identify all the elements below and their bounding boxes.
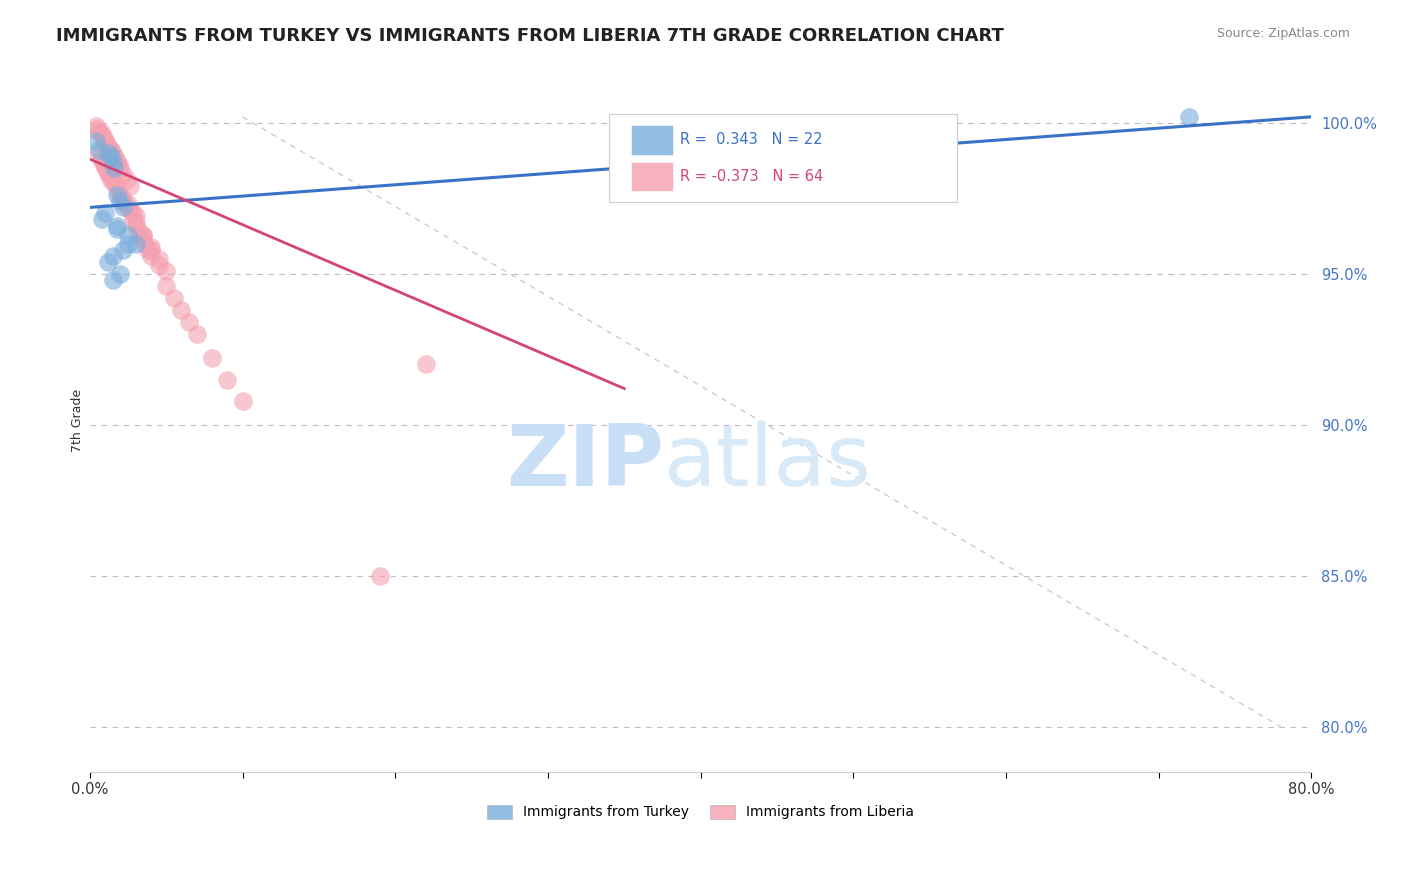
Point xyxy=(110,188,132,202)
Point xyxy=(110,194,132,209)
Point xyxy=(105,221,128,235)
Point xyxy=(121,206,143,220)
Point xyxy=(91,155,114,169)
FancyBboxPatch shape xyxy=(631,125,672,154)
Point xyxy=(179,315,201,329)
Point xyxy=(108,158,131,172)
Point xyxy=(86,122,108,136)
Point xyxy=(87,146,110,161)
Point xyxy=(139,240,162,254)
Point xyxy=(100,149,122,163)
Point xyxy=(148,258,170,272)
Point xyxy=(139,249,162,263)
Point xyxy=(97,167,120,181)
Point xyxy=(115,201,138,215)
Point xyxy=(105,188,128,202)
Point xyxy=(112,243,135,257)
Point xyxy=(232,393,254,408)
Y-axis label: 7th Grade: 7th Grade xyxy=(72,389,84,452)
Point xyxy=(101,273,124,287)
Point xyxy=(148,252,170,266)
Point xyxy=(94,206,117,220)
Point xyxy=(84,119,107,133)
Point xyxy=(97,146,120,161)
Point xyxy=(87,125,110,139)
Point xyxy=(97,164,120,178)
Legend: Immigrants from Turkey, Immigrants from Liberia: Immigrants from Turkey, Immigrants from … xyxy=(481,799,920,825)
Point xyxy=(90,125,112,139)
Text: IMMIGRANTS FROM TURKEY VS IMMIGRANTS FROM LIBERIA 7TH GRADE CORRELATION CHART: IMMIGRANTS FROM TURKEY VS IMMIGRANTS FRO… xyxy=(56,27,1004,45)
Point xyxy=(112,191,135,205)
Point xyxy=(163,291,186,305)
Point xyxy=(110,267,132,281)
Point xyxy=(186,327,208,342)
Point xyxy=(101,249,124,263)
Point xyxy=(128,225,150,239)
Point xyxy=(94,134,117,148)
Point xyxy=(87,143,110,157)
Point xyxy=(132,227,155,242)
Point xyxy=(97,140,120,154)
Point xyxy=(117,197,139,211)
Point xyxy=(118,179,141,194)
Point xyxy=(112,194,135,209)
Point xyxy=(105,155,128,169)
Point xyxy=(132,227,155,242)
Point xyxy=(103,149,125,163)
Point xyxy=(112,201,135,215)
Point xyxy=(217,372,239,386)
Point xyxy=(96,136,118,151)
Point xyxy=(112,167,135,181)
Point xyxy=(94,161,117,176)
Point xyxy=(117,236,139,251)
Point xyxy=(100,143,122,157)
Point xyxy=(91,152,114,166)
Point xyxy=(103,176,125,190)
Text: R = -0.373   N = 64: R = -0.373 N = 64 xyxy=(681,169,823,184)
Point xyxy=(101,155,124,169)
Point xyxy=(117,227,139,242)
Point xyxy=(93,131,115,145)
Point xyxy=(105,182,128,196)
Point xyxy=(97,254,120,268)
Point xyxy=(124,236,146,251)
Point xyxy=(115,173,138,187)
Point xyxy=(415,358,437,372)
Point xyxy=(100,173,122,187)
Point xyxy=(94,158,117,172)
Point xyxy=(91,128,114,142)
Point xyxy=(98,143,121,157)
Text: R =  0.343   N = 22: R = 0.343 N = 22 xyxy=(681,132,823,147)
Point xyxy=(134,236,156,251)
FancyBboxPatch shape xyxy=(609,114,957,202)
Point xyxy=(124,215,146,229)
Point xyxy=(121,212,143,227)
Text: ZIP: ZIP xyxy=(506,421,664,504)
Point xyxy=(100,170,122,185)
Point xyxy=(124,219,146,233)
Point xyxy=(201,351,224,366)
Point xyxy=(101,146,124,161)
Point xyxy=(103,161,125,176)
Point xyxy=(368,568,391,582)
Point xyxy=(139,243,162,257)
Point xyxy=(155,279,177,293)
Text: Source: ZipAtlas.com: Source: ZipAtlas.com xyxy=(1216,27,1350,40)
FancyBboxPatch shape xyxy=(631,162,672,192)
Point xyxy=(91,212,114,227)
Point xyxy=(110,161,132,176)
Point xyxy=(131,230,153,244)
Point xyxy=(104,152,127,166)
Point xyxy=(105,219,128,233)
Point xyxy=(155,264,177,278)
Point xyxy=(124,210,146,224)
Point xyxy=(118,203,141,218)
Point xyxy=(1178,110,1201,124)
Text: atlas: atlas xyxy=(664,421,872,504)
Point xyxy=(170,303,193,318)
Point xyxy=(84,134,107,148)
Point xyxy=(136,243,159,257)
